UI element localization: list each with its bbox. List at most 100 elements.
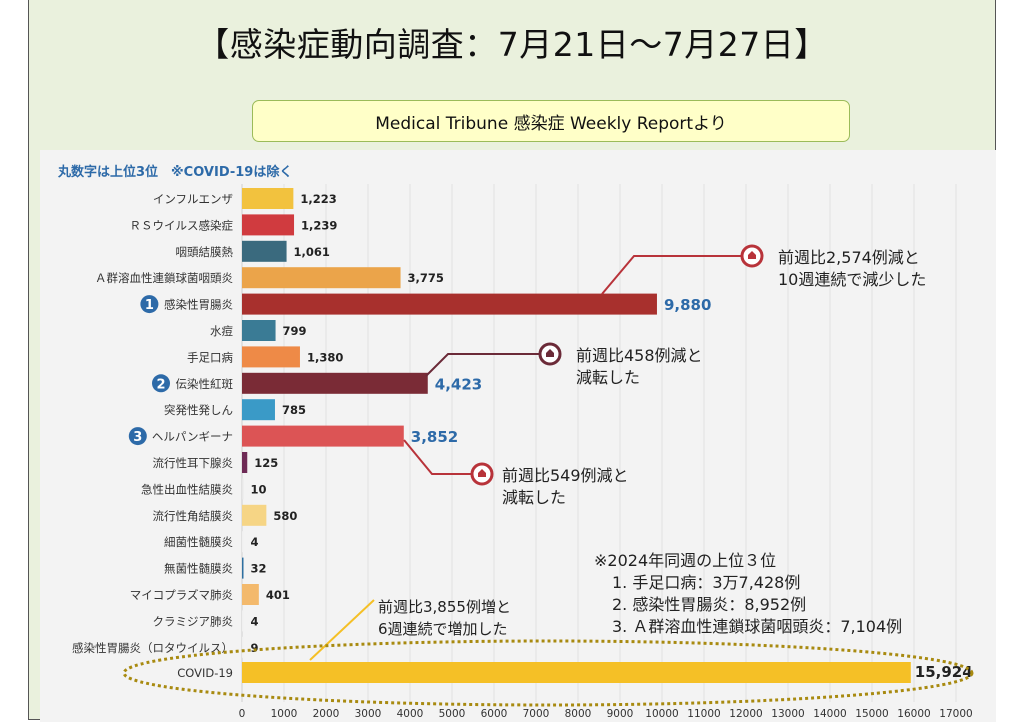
rank-badge: [140, 295, 159, 314]
callout-text: 前週比2,574例減と: [778, 248, 920, 267]
x-tick-label: 2000: [313, 708, 340, 720]
value-label: 1,061: [294, 245, 330, 259]
value-label: 3,852: [411, 428, 458, 446]
x-tick-label: 11000: [687, 708, 720, 720]
category-label: クラミジア肺炎: [153, 614, 234, 628]
comparison-item: 3. Ａ群溶血性連鎖球菌咽頭炎：7,104例: [612, 617, 902, 636]
bar: [242, 452, 248, 473]
category-label: ヘルパンギーナ: [152, 430, 233, 444]
x-tick-label: 9000: [607, 708, 634, 720]
callout-line: [425, 353, 540, 377]
x-tick-label: 6000: [481, 708, 508, 720]
arrow-icon: [546, 349, 554, 357]
callout-text: 前週比3,855例増と: [378, 598, 511, 616]
category-label: 伝染性紅斑: [176, 377, 234, 391]
bar: [242, 320, 276, 341]
value-label: 799: [283, 324, 307, 338]
category-label: 無菌性髄膜炎: [164, 562, 233, 576]
rank-badge-label: 3: [133, 430, 142, 445]
callout-line: [309, 599, 375, 661]
x-tick-label: 15000: [855, 708, 888, 720]
bar: [242, 372, 428, 394]
x-tick-label: 4000: [397, 708, 424, 720]
x-tick-label: 3000: [355, 708, 382, 720]
value-label: 4: [251, 535, 259, 549]
highlight-ellipse: [122, 639, 974, 707]
bar: [242, 267, 401, 289]
category-label: ＲＳウイルス感染症: [130, 218, 234, 232]
value-label: 15,924: [915, 663, 973, 681]
x-tick-label: 10000: [645, 708, 678, 720]
value-label: 1,239: [301, 218, 337, 232]
bar: [242, 531, 244, 553]
value-label: 4: [251, 614, 259, 628]
callout-line: [601, 255, 742, 295]
rank-badge: [128, 427, 147, 446]
rank-badge-label: 2: [156, 377, 165, 392]
category-label: 流行性角結膜炎: [153, 509, 234, 523]
bar: [242, 584, 259, 605]
comparison-item: 2. 感染性胃腸炎：8,952例: [612, 595, 806, 614]
bar: [242, 662, 911, 683]
chart-note: 丸数字は上位3位 ※COVID-19は除く: [57, 164, 292, 180]
source-box: Medical Tribune 感染症 Weekly Reportより: [252, 100, 850, 142]
bar: [242, 214, 295, 236]
x-tick-label: 12000: [729, 708, 762, 720]
x-tick-label: 5000: [439, 708, 466, 720]
category-label: 感染性胃腸炎（ロタウイルス）: [72, 641, 233, 655]
value-label: 9,880: [664, 296, 711, 314]
value-label: 401: [266, 588, 290, 602]
category-label: 水痘: [210, 324, 233, 338]
rank-badge-label: 1: [145, 298, 154, 313]
x-tick-label: 7000: [523, 708, 550, 720]
comparison-item: 1. 手足口病：3万7,428例: [612, 573, 800, 592]
bar: [242, 557, 244, 579]
chart-panel: [40, 150, 996, 722]
x-tick-label: 8000: [565, 708, 592, 720]
value-label: 10: [251, 482, 267, 496]
bar: [242, 610, 244, 632]
bar: [242, 504, 267, 526]
source-text: Medical Tribune 感染症 Weekly Reportより: [375, 113, 727, 134]
bar: [242, 425, 404, 447]
x-tick-label: 17000: [939, 708, 972, 720]
value-label: 4,423: [435, 375, 482, 393]
category-label: 細菌性髄膜炎: [164, 535, 233, 549]
callout-text: 前週比549例減と: [502, 466, 629, 485]
bar: [242, 478, 244, 500]
value-label: 785: [282, 403, 306, 417]
rank-badge: [152, 374, 170, 393]
bar: [242, 636, 244, 658]
x-tick-label: 16000: [897, 708, 930, 720]
value-label: 1,380: [307, 350, 343, 364]
category-label: COVID-19: [177, 666, 233, 680]
x-tick-label: 0: [239, 708, 246, 720]
bar: [242, 293, 657, 315]
category-label: インフルエンザ: [153, 192, 233, 206]
callout-line: [403, 439, 474, 475]
category-label: マイコプラズマ肺炎: [130, 588, 233, 602]
page-title: 【感染症動向調査：7月21日～7月27日】: [196, 25, 828, 64]
category-label: 感染性胃腸炎: [164, 298, 233, 312]
value-label: 9: [251, 641, 259, 655]
bar: [242, 240, 287, 262]
callout-text: 減転した: [502, 488, 566, 507]
callout-text: 減転した: [576, 368, 640, 387]
comparison-heading: ※2024年同週の上位３位: [594, 551, 776, 570]
category-label: 流行性耳下腺炎: [153, 456, 234, 470]
category-label: 手足口病: [187, 350, 233, 364]
value-label: 125: [254, 456, 278, 470]
callout-text: 10週連続で減少した: [778, 270, 926, 289]
category-label: 急性出血性結膜炎: [141, 482, 233, 496]
value-label: 32: [251, 562, 267, 576]
callout-text: 前週比458例減と: [576, 346, 703, 365]
callout-text: 6週連続で増加した: [378, 620, 508, 638]
x-tick-label: 13000: [771, 708, 804, 720]
bar: [242, 188, 294, 209]
category-label: Ａ群溶血性連鎖球菌咽頭炎: [95, 271, 233, 285]
value-label: 3,775: [408, 271, 444, 285]
arrow-icon: [748, 251, 756, 259]
x-tick-label: 1000: [271, 708, 298, 720]
x-tick-label: 14000: [813, 708, 846, 720]
